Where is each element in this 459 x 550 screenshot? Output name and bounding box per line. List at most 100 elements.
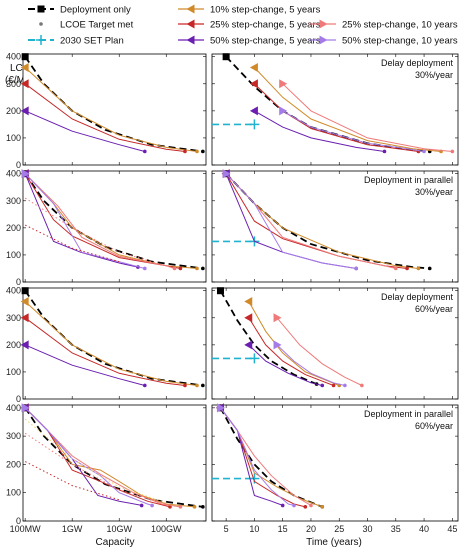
series-2-left-base-target-marker	[201, 383, 205, 388]
ytick-label-2-1: 100	[6, 367, 21, 377]
series-3-left-d25	[24, 432, 167, 505]
series-2-right-base	[219, 290, 317, 385]
series-1-right-base	[225, 173, 430, 270]
series-0-left-base-start-marker	[21, 53, 29, 61]
series-0-right-s25_10-target-marker	[450, 149, 455, 154]
legend-entry-5-marker	[36, 35, 46, 45]
series-0-left-s50_5	[25, 110, 145, 152]
legend-entry-2-label: LCOE Target met	[60, 20, 134, 31]
ytick-label-0-2: 200	[6, 106, 21, 116]
series-3-right-s10_5-target-marker	[320, 505, 325, 509]
legend-entry-1: 10% step-change, 5 years	[178, 4, 321, 16]
series-2-right-s10_5-start-marker	[244, 297, 253, 307]
legend-entry-4: 25% step-change, 10 years	[310, 19, 458, 31]
series-1-left-base-target-marker	[201, 266, 205, 271]
ytick-label-3-2: 200	[6, 459, 21, 469]
series-1-right-s10_5-target-marker	[416, 266, 421, 271]
series-2-right-s25_5	[248, 317, 334, 386]
series-2-left-base-start-marker	[21, 287, 29, 295]
legend-entry-3: 25% step-change, 5 years	[178, 19, 321, 31]
xtick-label-right-0: 5	[224, 524, 229, 534]
series-2-left-s10_5	[24, 301, 198, 386]
xtick-label-left-3: 100GW	[151, 524, 182, 534]
annotation-3-1: 60%/year	[415, 421, 453, 431]
panel-row-2: 0 100 200 300 400 Delay deployment 60%/year	[6, 286, 459, 404]
legend-entry-0-marker	[37, 5, 45, 13]
panel-1-right: Deployment in parallel 30%/year	[211, 169, 459, 283]
series-3-right-s25_10-target-marker	[309, 503, 313, 508]
series-2-left-s50_5-target-marker	[143, 383, 147, 388]
legend-entry-0: Deployment only	[28, 5, 131, 16]
ytick-label-0-4: 400	[6, 52, 21, 62]
series-0-right-s25_5	[254, 83, 419, 152]
series-3-left-s50_10-target-marker	[150, 503, 154, 508]
series-0-right-s50_10-start-marker	[279, 106, 288, 116]
series-1-left-d25	[24, 197, 167, 267]
series-0-right-s50_5-target-marker	[382, 149, 387, 154]
series-1-left-s50_10-target-marker	[143, 266, 147, 271]
series-3-left-base	[24, 407, 204, 508]
legend-entry-2-marker	[39, 22, 43, 26]
ytick-label-2-4: 400	[6, 286, 21, 296]
series-0-left-base-target-marker	[201, 149, 205, 154]
panel-3-right-frame	[211, 404, 459, 522]
annotation-0-1: 30%/year	[415, 70, 453, 80]
xtick-label-right-7: 40	[419, 524, 429, 534]
series-1-right-s25_10-target-marker	[393, 266, 398, 271]
annotation-2-1: 60%/year	[415, 304, 453, 314]
series-3-left-s50_5-target-marker	[139, 503, 144, 508]
x-axis-label-capacity: Capacity	[96, 537, 135, 548]
xtick-label-right-2: 15	[278, 524, 288, 534]
series-3-left-s10_5-target-marker	[192, 505, 197, 509]
series-0-right-s50_5	[254, 110, 385, 152]
panel-2-right-frame	[211, 287, 459, 400]
series-0-left-s10_5-start-marker	[20, 63, 29, 73]
series-2-left-s25_5	[24, 317, 186, 386]
ytick-label-2-0: 0	[16, 394, 21, 404]
panel-2-left-frame	[22, 287, 207, 400]
xtick-label-right-3: 20	[306, 524, 316, 534]
xtick-label-right-8: 45	[447, 524, 457, 534]
panel-1-right-frame	[211, 170, 459, 283]
series-3-right-s50_5-target-marker	[280, 503, 285, 508]
ytick-label-1-0: 0	[16, 277, 21, 287]
annotation-1-0: Deployment in parallel	[364, 175, 453, 185]
series-3-left-s25_5-target-marker	[168, 505, 172, 509]
set-plan-marker-0	[249, 119, 260, 130]
legend-entry-3-label: 25% step-change, 5 years	[210, 20, 321, 31]
series-2-right-base-start-marker	[216, 287, 224, 295]
series-0-left-s25_5-target-marker	[183, 149, 187, 154]
panel-row-1: 0 100 200 300 400 Deployment in parallel 30%/y…	[6, 169, 459, 287]
series-2-right-s10_5	[248, 301, 340, 386]
series-0-right-s50_10	[282, 110, 425, 152]
legend-entry-7: 50% step-change, 10 years	[310, 35, 458, 47]
legend-entry-7-marker	[319, 35, 328, 45]
ytick-label-0-3: 300	[6, 79, 21, 89]
series-3-right-s25_5-target-marker	[303, 505, 308, 509]
legend: Deployment only 10% step-change, 5 years L…	[28, 4, 458, 47]
series-0-right-s10_5	[254, 67, 442, 152]
xtick-label-left-0: 100MW	[10, 524, 42, 534]
panel-3-right: 5 10 15 20 25 30 35 40 45 Deployment in parallel 6…	[211, 403, 459, 534]
series-2-right-s25_5-start-marker	[244, 313, 253, 323]
series-2-left-s25_5-target-marker	[183, 383, 187, 388]
panel-1-left-frame	[22, 170, 207, 283]
ytick-label-2-2: 200	[6, 340, 21, 350]
series-0-left-s25_5-start-marker	[20, 79, 29, 89]
panel-3-left: 0 100 200 300 400 100MW 1GW 10GW 100GW	[6, 403, 207, 534]
panel-2-left: 0 100 200 300 400	[6, 286, 207, 404]
xtick-label-right-1: 10	[249, 524, 259, 534]
annotation-1-1: 30%/year	[415, 187, 453, 197]
series-2-right-s25_10	[276, 317, 363, 386]
series-2-right-s50_10-target-marker	[343, 383, 347, 388]
legend-entry-2: LCOE Target met	[39, 20, 134, 31]
series-1-right-s25_5-target-marker	[405, 266, 409, 271]
series-2-left-s25_5-start-marker	[20, 313, 29, 323]
series-3-right-s50_10-start-marker	[216, 403, 225, 413]
xtick-label-left-1: 1GW	[62, 524, 83, 534]
series-1-right-base-target-marker	[427, 266, 432, 271]
series-3-right-s50_10	[220, 407, 295, 506]
annotation-0-0: Delay deployment	[381, 58, 454, 68]
panel-0-right: Delay deployment 30%/year	[211, 53, 459, 166]
